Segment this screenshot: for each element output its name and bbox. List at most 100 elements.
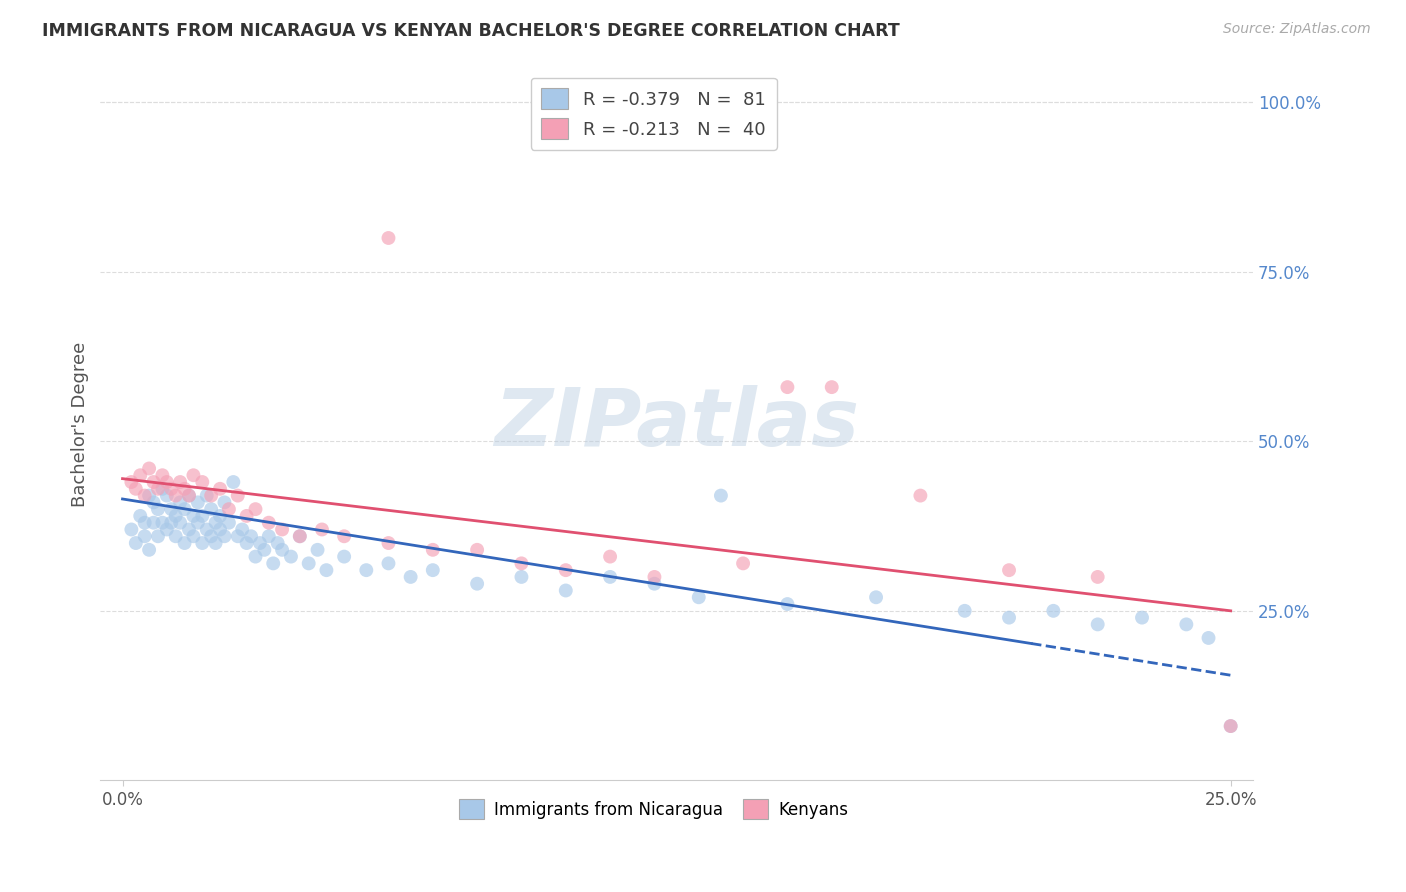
Point <box>1219 719 1241 733</box>
Point <box>333 549 356 564</box>
Point <box>315 563 337 577</box>
Point <box>173 482 195 496</box>
Point <box>257 529 280 543</box>
Point <box>208 482 231 496</box>
Point <box>183 508 205 523</box>
Point <box>643 570 665 584</box>
Point <box>910 489 932 503</box>
Point <box>195 489 218 503</box>
Point <box>271 542 294 557</box>
Point <box>173 536 195 550</box>
Point <box>1087 570 1109 584</box>
Point <box>231 523 253 537</box>
Point <box>160 502 183 516</box>
Point <box>235 508 257 523</box>
Point <box>120 475 142 489</box>
Point <box>200 489 222 503</box>
Point <box>129 508 152 523</box>
Point <box>262 557 284 571</box>
Point <box>214 529 236 543</box>
Point <box>165 529 187 543</box>
Point <box>187 516 209 530</box>
Point <box>204 516 226 530</box>
Point <box>146 502 169 516</box>
Point <box>311 523 333 537</box>
Point <box>643 576 665 591</box>
Text: ZIPatlas: ZIPatlas <box>494 385 859 464</box>
Point <box>399 570 422 584</box>
Point <box>120 523 142 537</box>
Point <box>204 536 226 550</box>
Point <box>125 482 148 496</box>
Point <box>821 380 844 394</box>
Point <box>160 516 183 530</box>
Point <box>142 475 165 489</box>
Text: IMMIGRANTS FROM NICARAGUA VS KENYAN BACHELOR'S DEGREE CORRELATION CHART: IMMIGRANTS FROM NICARAGUA VS KENYAN BACH… <box>42 22 900 40</box>
Point <box>465 542 488 557</box>
Point <box>134 529 156 543</box>
Point <box>998 563 1021 577</box>
Point <box>165 508 187 523</box>
Point <box>1198 631 1220 645</box>
Point <box>191 536 214 550</box>
Point <box>138 461 160 475</box>
Point <box>200 529 222 543</box>
Point <box>191 508 214 523</box>
Point <box>1219 719 1241 733</box>
Point <box>169 495 191 509</box>
Point <box>245 502 267 516</box>
Point <box>208 508 231 523</box>
Point <box>422 563 444 577</box>
Point <box>169 475 191 489</box>
Point <box>554 563 576 577</box>
Point <box>271 523 294 537</box>
Point <box>953 604 976 618</box>
Point <box>208 523 231 537</box>
Point <box>510 557 533 571</box>
Point <box>998 610 1021 624</box>
Point <box>156 475 179 489</box>
Point <box>377 557 399 571</box>
Point <box>1042 604 1064 618</box>
Point <box>865 591 887 605</box>
Point <box>156 523 179 537</box>
Point <box>1175 617 1198 632</box>
Point <box>266 536 288 550</box>
Point <box>599 570 621 584</box>
Point <box>710 489 733 503</box>
Point <box>510 570 533 584</box>
Point <box>288 529 311 543</box>
Point <box>160 482 183 496</box>
Point <box>152 516 174 530</box>
Point <box>142 516 165 530</box>
Y-axis label: Bachelor's Degree: Bachelor's Degree <box>72 342 89 507</box>
Point <box>222 475 245 489</box>
Legend: Immigrants from Nicaragua, Kenyans: Immigrants from Nicaragua, Kenyans <box>453 793 855 825</box>
Point <box>307 542 329 557</box>
Point <box>152 468 174 483</box>
Point <box>377 536 399 550</box>
Point <box>146 529 169 543</box>
Point <box>422 542 444 557</box>
Point <box>183 529 205 543</box>
Point <box>152 482 174 496</box>
Point <box>465 576 488 591</box>
Point <box>187 495 209 509</box>
Point <box>177 523 200 537</box>
Point <box>288 529 311 543</box>
Point <box>240 529 263 543</box>
Point <box>218 502 240 516</box>
Point <box>200 502 222 516</box>
Point <box>599 549 621 564</box>
Point <box>138 542 160 557</box>
Point <box>377 231 399 245</box>
Point <box>776 380 799 394</box>
Point <box>356 563 378 577</box>
Point <box>218 516 240 530</box>
Point <box>257 516 280 530</box>
Point <box>169 516 191 530</box>
Point <box>226 529 249 543</box>
Point <box>776 597 799 611</box>
Text: Source: ZipAtlas.com: Source: ZipAtlas.com <box>1223 22 1371 37</box>
Point <box>183 468 205 483</box>
